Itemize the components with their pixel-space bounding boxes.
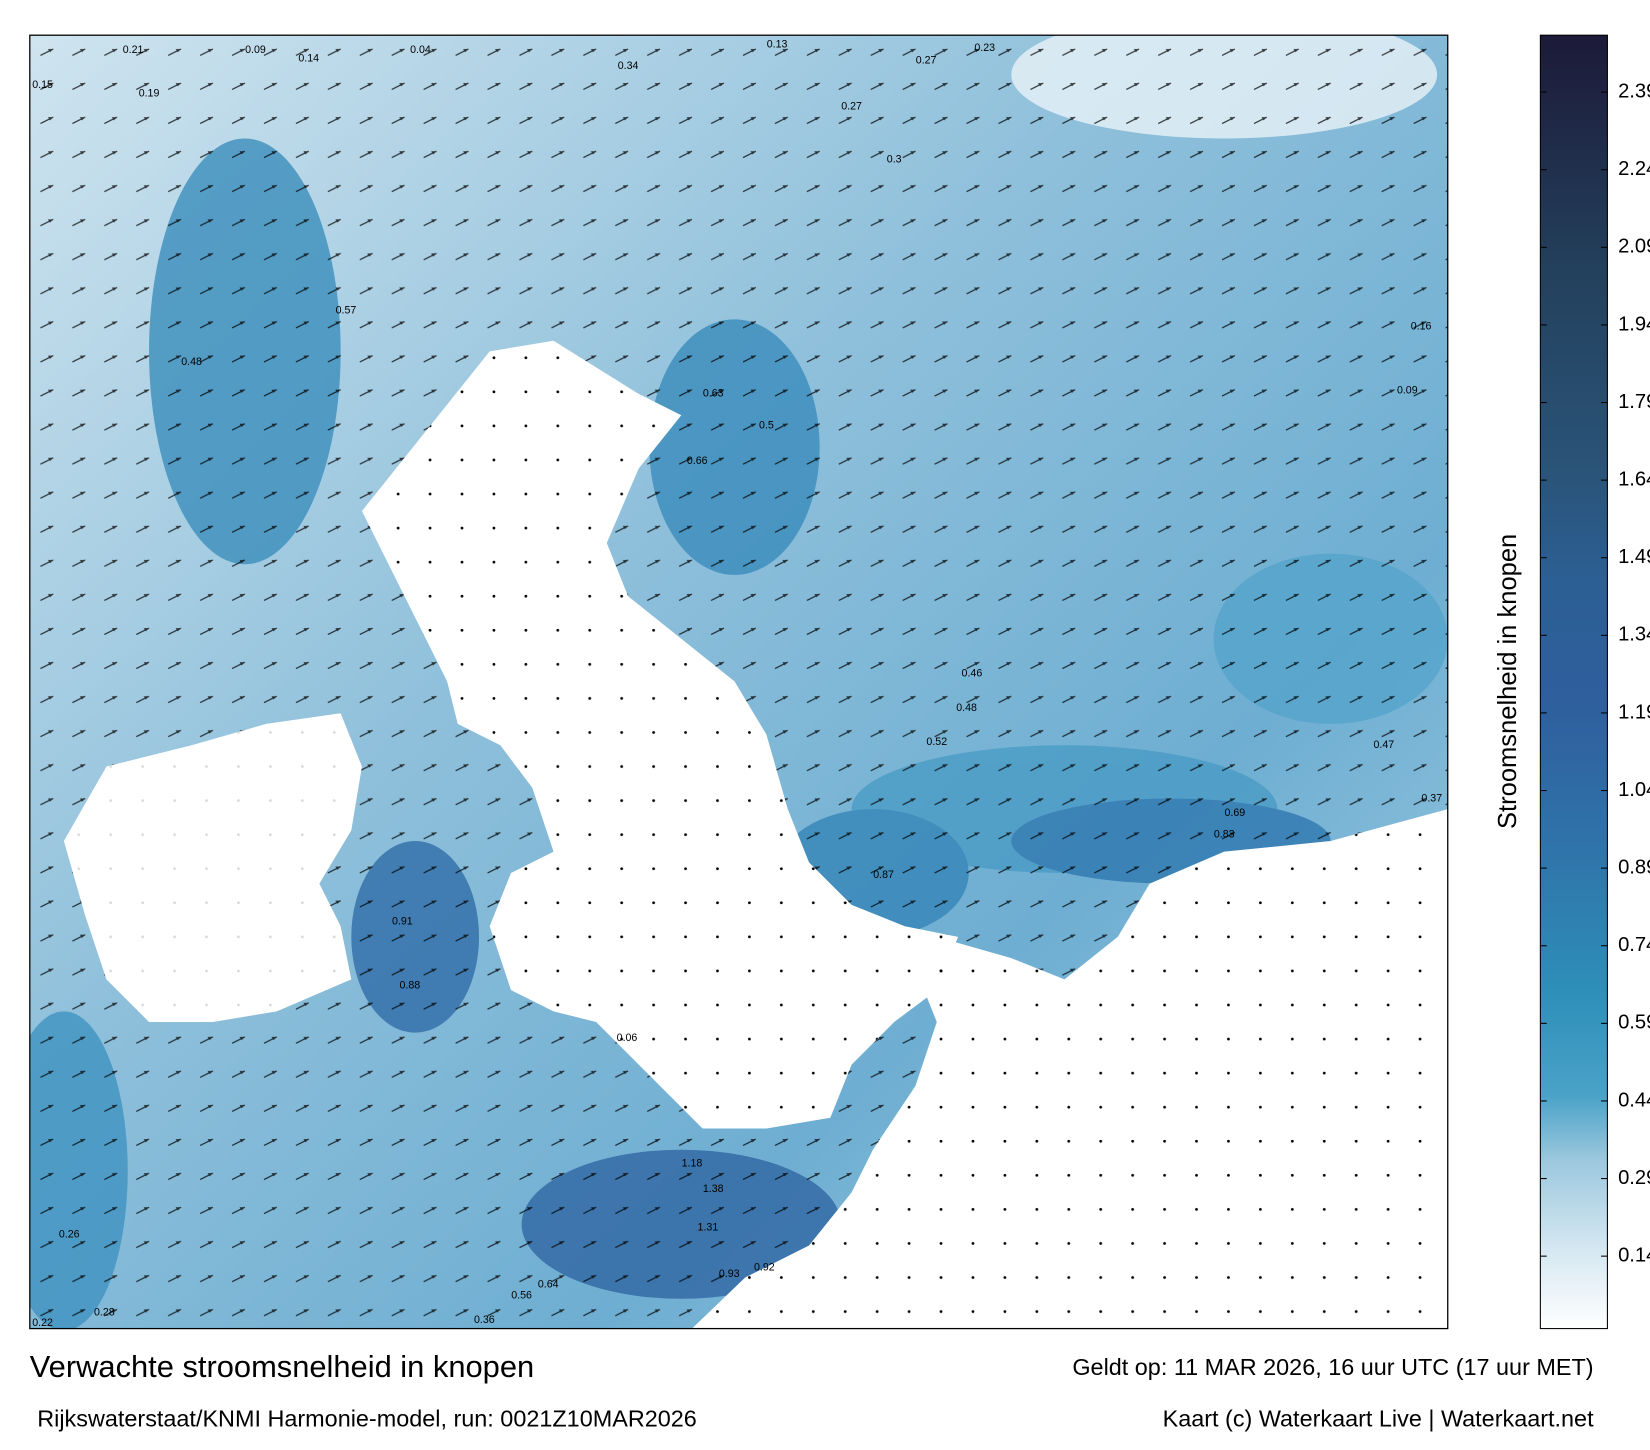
colorbar-tick-label: 1.19 (1618, 701, 1650, 723)
current-label: 0.69 (1224, 807, 1245, 819)
current-label: 0.36 (474, 1314, 495, 1326)
source: Rijkswaterstaat/KNMI Harmonie-model, run… (37, 1405, 697, 1431)
current-label: 0.5 (759, 420, 774, 432)
current-label: 0.22 (32, 1317, 53, 1329)
current-label: 0.28 (94, 1306, 115, 1318)
colorbar-tick-label: 2.09 (1618, 236, 1650, 258)
current-label: 0.09 (245, 44, 266, 56)
current-label: 0.37 (1421, 792, 1442, 804)
current-label: 1.18 (682, 1157, 703, 1169)
current-label: 0.46 (962, 668, 983, 680)
current-label: 0.56 (511, 1289, 532, 1301)
current-label: 0.26 (59, 1229, 80, 1241)
current-label: 0.34 (618, 60, 639, 72)
map-area: 0.21 0.09 0.14 0.04 0.13 0.27 0.23 0.15 0.19 0.34… (29, 35, 1448, 1329)
colorbar-tick-label: 1.64 (1618, 468, 1650, 490)
current-label: 0.64 (538, 1279, 559, 1291)
current-label: 0.47 (1374, 739, 1395, 751)
current-label: 0.63 (703, 388, 724, 400)
current-label: 0.15 (32, 79, 53, 91)
current-label: 0.04 (410, 44, 431, 56)
current-label: 0.16 (1411, 321, 1432, 333)
current-label: 0.87 (873, 869, 894, 881)
current-label: 0.57 (336, 305, 357, 317)
colorbar-tick-label: 1.94 (1618, 313, 1650, 335)
current-label: 0.92 (754, 1262, 775, 1274)
current-label: 0.48 (181, 356, 202, 368)
current-label: 0.66 (687, 455, 708, 467)
colorbar-tick-label: 0.29 (1618, 1167, 1650, 1189)
colorbar-label: Stroomsnelheid in knopen (1494, 534, 1522, 829)
credit: Kaart (c) Waterkaart Live | Waterkaart.n… (1163, 1405, 1594, 1431)
current-labels: 0.21 0.09 0.14 0.04 0.13 0.27 0.23 0.15 0.19 0.34… (32, 39, 1442, 1329)
colorbar-tick-label: 0.74 (1618, 934, 1650, 956)
current-label: 1.38 (703, 1183, 724, 1195)
colorbar-tick-label: 2.24 (1618, 158, 1650, 180)
colorbar-tick-label: 1.34 (1618, 624, 1650, 646)
colorbar-tick-label: 1.04 (1618, 779, 1650, 801)
current-label: 1.31 (698, 1221, 719, 1233)
current-label: 0.06 (617, 1032, 638, 1044)
current-label: 0.21 (123, 44, 144, 56)
current-label: 0.88 (399, 980, 420, 992)
current-label: 0.52 (926, 736, 947, 748)
colorbar-tick-label: 0.14 (1618, 1244, 1650, 1266)
colorbar-tick-label: 0.44 (1618, 1089, 1650, 1111)
map-frame (29, 34, 1449, 1330)
title: Verwachte stroomsnelheid in knopen (30, 1349, 534, 1384)
current-label: 0.93 (719, 1268, 740, 1280)
current-label: 0.83 (1214, 828, 1235, 840)
colorbar-scale (1539, 34, 1608, 1330)
colorbar-tick-label: 0.59 (1618, 1012, 1650, 1034)
current-label: 0.27 (916, 55, 937, 67)
current-label: 0.19 (139, 88, 160, 100)
colorbar-tick-label: 1.49 (1618, 546, 1650, 568)
current-label: 0.3 (887, 154, 902, 166)
current-label: 0.48 (956, 702, 977, 714)
colorbar: Stroomsnelheid in knopen 0.14 0.29 0.44 0.5… (1494, 34, 1650, 1330)
current-label: 0.27 (841, 100, 862, 112)
colorbar-tick-label: 1.79 (1618, 391, 1650, 413)
current-label: 0.14 (298, 52, 319, 64)
colorbar-tick-label: 0.89 (1618, 856, 1650, 878)
current-label: 0.23 (974, 42, 995, 54)
current-label: 0.09 (1397, 385, 1418, 397)
current-label: 0.91 (392, 916, 413, 928)
land (63, 340, 1448, 1329)
valid-time: Geldt op: 11 MAR 2026, 16 uur UTC (17 uu… (1072, 1354, 1593, 1380)
current-label: 0.13 (767, 39, 788, 51)
colorbar-tick-label: 2.39 (1618, 80, 1650, 102)
